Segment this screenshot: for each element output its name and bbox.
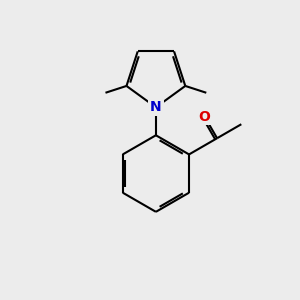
Text: O: O <box>199 110 211 124</box>
Text: N: N <box>150 100 162 114</box>
